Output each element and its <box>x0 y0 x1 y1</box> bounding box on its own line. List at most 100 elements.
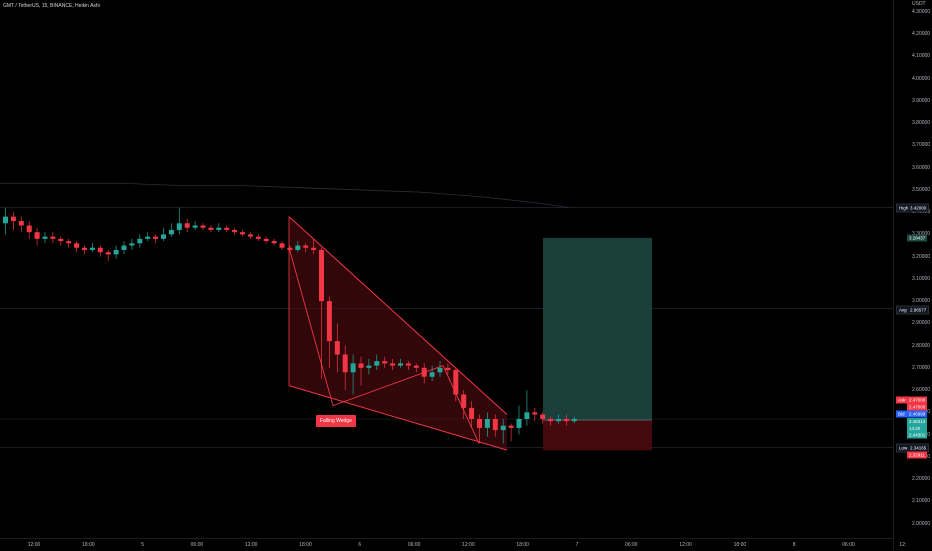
ask-sub-value: 2.47000 <box>909 404 926 410</box>
candle-body <box>429 372 435 377</box>
last-price-marker: 2.46314 14:20 <box>907 418 928 432</box>
candle <box>271 238 277 246</box>
stop-marker: 2.32911 <box>907 451 927 459</box>
price-tick: 2.80000 <box>912 342 931 349</box>
price-chart[interactable] <box>0 0 893 538</box>
candle-body <box>556 418 561 422</box>
time-tick: 12:00 <box>244 542 258 548</box>
avg-key: Avg <box>899 307 907 313</box>
candle-body <box>413 365 419 368</box>
candle <box>255 234 261 242</box>
candle <box>516 405 522 435</box>
candle-body <box>398 363 403 366</box>
candle-body <box>240 232 245 235</box>
candle-body <box>319 249 324 302</box>
candle-body <box>524 412 530 419</box>
ask-marker: Ask 2.47000 <box>896 396 928 404</box>
candle <box>405 361 411 371</box>
time-axis[interactable]: 12:00 18:00 5 06:00 12:00 18:00 6 06:00 12:00 18:… <box>0 538 906 551</box>
candle <box>208 225 214 233</box>
price-tick: 4.20000 <box>912 31 931 38</box>
candle-body <box>192 225 198 228</box>
candle-body <box>121 245 127 250</box>
ask-sub-marker: 2.47000 <box>907 403 928 411</box>
price-tick: 2.90000 <box>912 320 931 327</box>
price-axis[interactable]: USDT 4.30000 4.20000 4.10000 4.00000 3.90000… <box>893 0 932 550</box>
candle <box>326 296 332 368</box>
candle-body <box>358 363 364 368</box>
price-tick: 4.00000 <box>912 75 931 82</box>
candle-body <box>350 363 356 373</box>
time-tick: 18:00 <box>516 542 529 548</box>
candle-body <box>18 221 24 226</box>
stop-value: 2.32911 <box>909 452 925 458</box>
long-position-tool <box>543 237 652 451</box>
price-tick: 2.00000 <box>912 520 931 527</box>
candle-body <box>105 252 111 255</box>
time-tick: 18:00 <box>299 542 312 548</box>
ma-line <box>0 182 571 209</box>
candle-body <box>334 341 340 355</box>
bid-value: 2.46999 <box>909 411 926 417</box>
candle <box>3 207 8 235</box>
candle <box>287 245 293 253</box>
candle <box>58 236 64 246</box>
candle-body <box>461 394 467 408</box>
candle-body <box>74 243 80 248</box>
candle <box>279 241 285 250</box>
candle-body <box>82 247 87 250</box>
candle <box>224 225 230 233</box>
candle <box>429 365 435 382</box>
candle-body <box>563 418 569 422</box>
candle-body <box>200 225 206 228</box>
candle-body <box>216 227 222 230</box>
candle-body <box>469 407 475 419</box>
candle <box>492 414 498 437</box>
candle <box>34 227 40 246</box>
candle <box>247 232 253 239</box>
candle-body <box>421 367 427 377</box>
candle-body <box>453 370 459 395</box>
candle <box>105 249 111 262</box>
stop-zone <box>543 420 652 451</box>
candle <box>571 416 577 424</box>
candle <box>97 245 103 257</box>
candle <box>366 358 372 375</box>
time-tick: 06:00 <box>407 542 421 548</box>
price-tick: 3.70000 <box>912 142 931 149</box>
candle <box>303 243 309 253</box>
candle-body <box>279 243 285 248</box>
candle <box>89 243 95 253</box>
candle-body <box>516 418 522 428</box>
candle-body <box>66 241 72 244</box>
ask-key: Ask <box>898 397 906 403</box>
candle-body <box>508 425 514 428</box>
candle <box>161 227 166 242</box>
time-tick: 6 <box>358 542 362 548</box>
price-tick: 3.00000 <box>912 298 931 305</box>
candle-body <box>232 229 238 233</box>
avg-value: 2.96577 <box>910 307 927 313</box>
time-tick: 12:00 <box>679 542 692 548</box>
chart-area[interactable]: Falling Wedge <box>0 0 893 538</box>
candle <box>216 223 222 233</box>
bid-key: Bid <box>898 411 905 417</box>
candle-body <box>113 249 119 255</box>
time-tick: 06:00 <box>625 542 638 548</box>
candle <box>508 423 514 442</box>
falling-wedge-label[interactable]: Falling Wedge <box>316 415 356 427</box>
candle-body <box>382 361 388 364</box>
candle <box>18 216 24 233</box>
candle-body <box>26 225 32 233</box>
candle <box>469 401 475 428</box>
high-marker: High 3.42000 <box>896 203 930 213</box>
candle-body <box>161 234 166 239</box>
candle <box>10 212 16 230</box>
bid-marker: Bid 2.46999 <box>896 410 928 418</box>
target-zone <box>543 237 652 421</box>
price-tick: 2.10000 <box>912 498 931 505</box>
candle-body <box>137 238 143 244</box>
candle-body <box>208 227 214 230</box>
candle <box>437 361 443 377</box>
candle <box>42 232 48 244</box>
